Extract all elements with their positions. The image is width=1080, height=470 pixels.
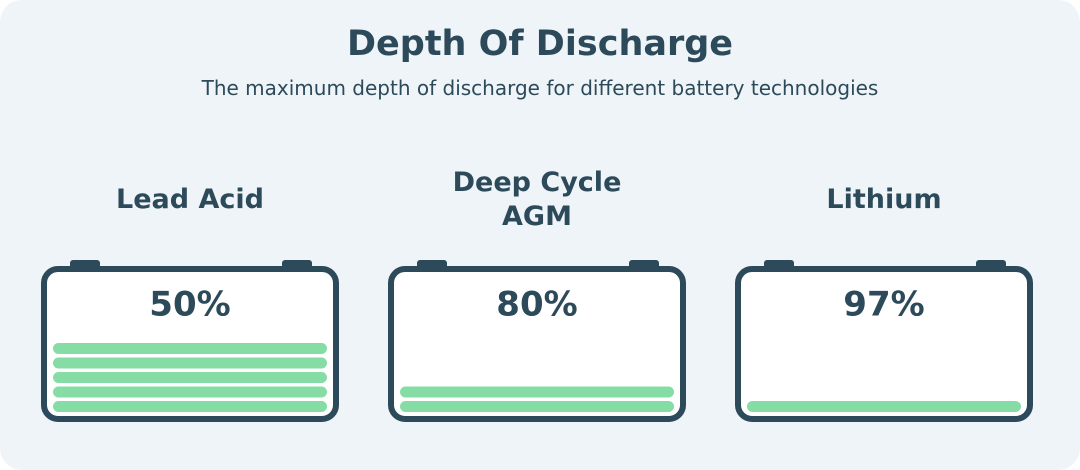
charge-bar	[53, 401, 327, 412]
battery-name: Deep Cycle AGM	[452, 167, 622, 232]
charge-bar	[400, 386, 674, 398]
battery-body	[735, 266, 1033, 422]
depth-label: 50%	[149, 285, 230, 325]
battery-name: Lithium	[826, 184, 942, 215]
battery-name: Lead Acid	[116, 184, 264, 215]
charge-bar	[747, 401, 1021, 412]
charge-bar	[53, 343, 327, 354]
depth-label: 97%	[843, 285, 924, 325]
subtitle: The maximum depth of discharge for diffe…	[201, 76, 879, 100]
title: Depth Of Discharge	[346, 24, 734, 64]
depth-label: 80%	[496, 285, 577, 325]
battery-body	[388, 266, 686, 422]
charge-bar	[53, 386, 327, 398]
charge-bar	[53, 372, 327, 383]
charge-bar	[53, 357, 327, 369]
charge-bar	[400, 401, 674, 412]
